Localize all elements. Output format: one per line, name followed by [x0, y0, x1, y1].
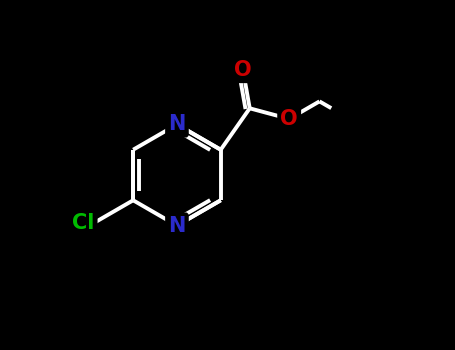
Text: O: O: [234, 60, 252, 80]
Text: N: N: [168, 114, 186, 134]
Text: N: N: [168, 216, 186, 236]
Text: O: O: [280, 109, 298, 129]
Text: Cl: Cl: [72, 213, 95, 233]
